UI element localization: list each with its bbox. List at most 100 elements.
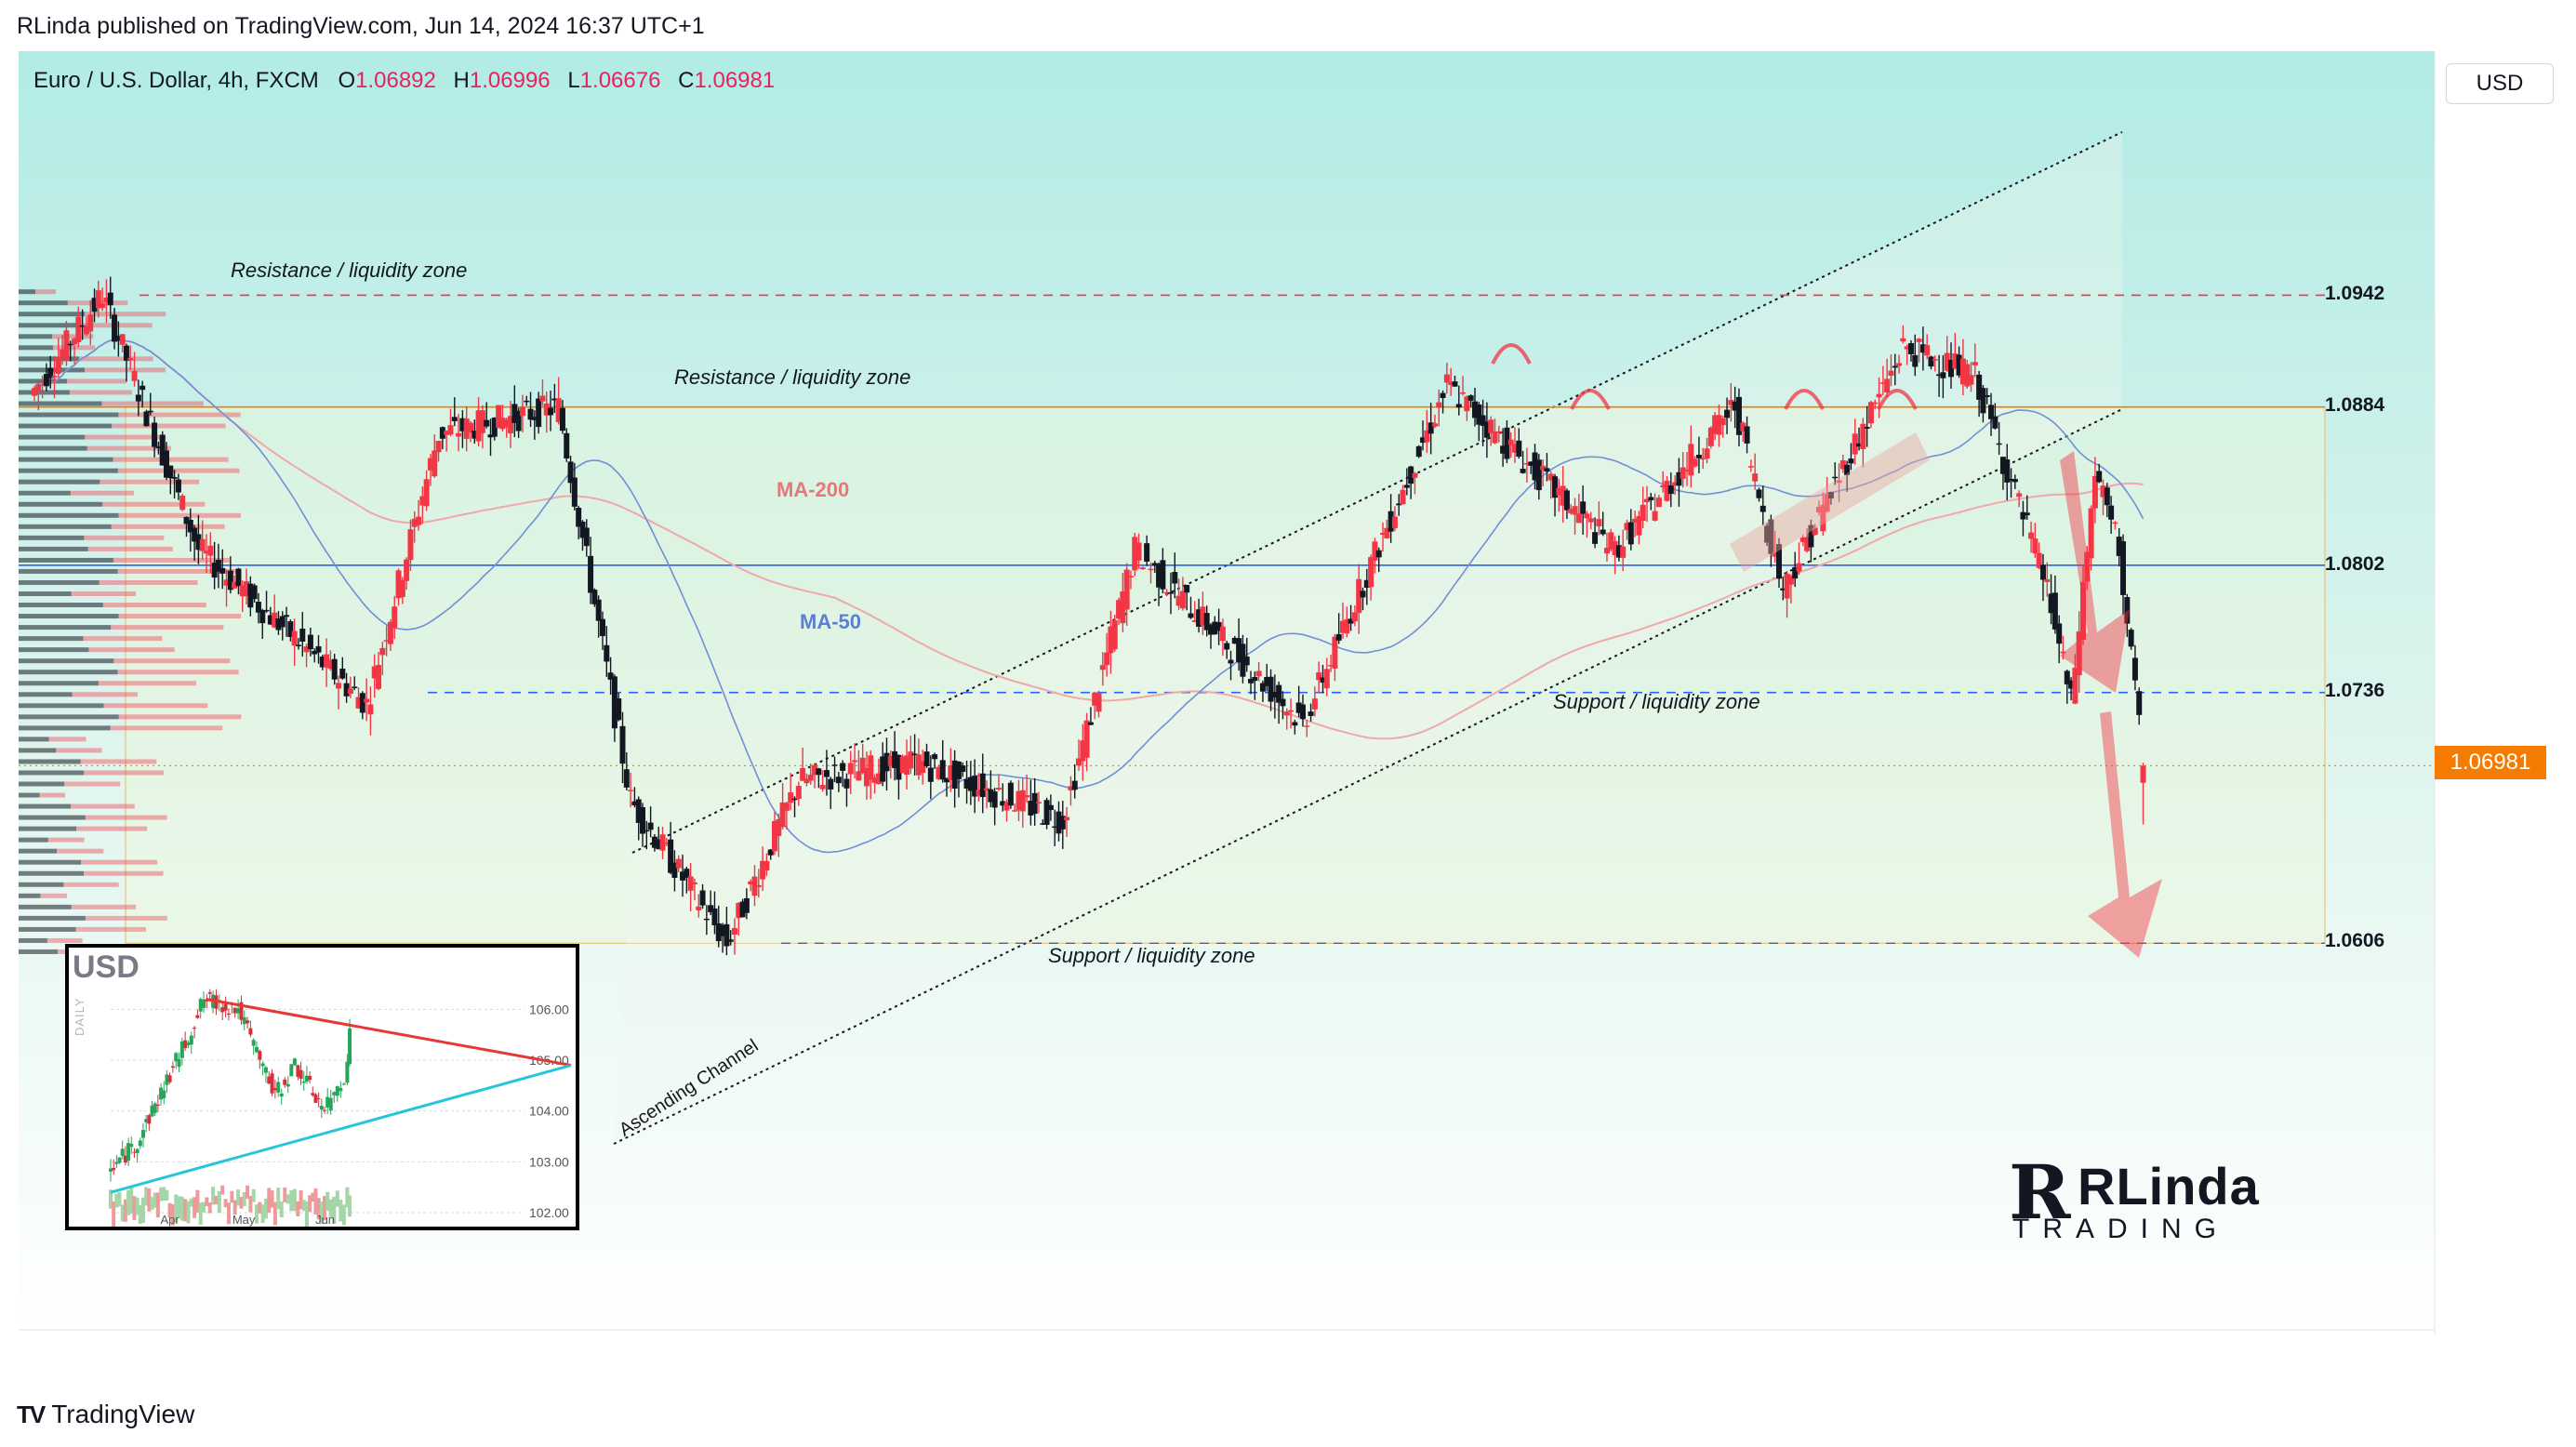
inset-volume-bar — [251, 1188, 256, 1202]
candle-body — [859, 757, 866, 774]
candle-body — [152, 422, 158, 447]
inset-volume-bar — [239, 1196, 244, 1209]
inset-bg — [69, 948, 576, 1227]
candle-body — [767, 849, 774, 856]
candle-body — [1643, 498, 1650, 503]
candle-body — [279, 616, 285, 628]
volume-profile-bar — [85, 312, 166, 317]
inset-candle-body — [258, 1051, 262, 1060]
inset-volume-bar — [220, 1185, 225, 1195]
volume-profile-bar — [19, 837, 48, 843]
candle-body — [696, 906, 702, 910]
volume-profile-bar — [46, 937, 83, 943]
volume-profile-bar — [19, 345, 53, 351]
candle-body — [680, 871, 686, 881]
level-3-label: 1.0802 — [2325, 553, 2385, 575]
candle-body — [327, 659, 334, 670]
volume-profile-bar — [19, 625, 112, 631]
candle-body — [788, 792, 794, 803]
tradingview-branding[interactable]: TV TradingView — [17, 1400, 194, 1429]
level-5-label: 1.0606 — [2325, 930, 2385, 951]
volume-profile-bar — [19, 568, 118, 574]
volume-profile-bar — [113, 457, 229, 462]
candle-body — [1787, 576, 1794, 585]
candle-body — [2004, 458, 2011, 483]
candle-body — [339, 669, 346, 679]
candle-body — [1464, 396, 1470, 412]
ohlc-legend: Euro / U.S. Dollar, 4h, FXCM O1.06892 H1… — [33, 68, 775, 94]
candle-body — [155, 446, 162, 448]
level-1-label: 1.0942 — [2325, 283, 2385, 304]
candle-body — [1480, 415, 1486, 426]
volume-profile-bar — [98, 681, 196, 686]
candle-body — [1203, 613, 1210, 631]
candle-body — [635, 799, 642, 823]
candle-body — [1792, 566, 1799, 579]
volume-profile-bar — [70, 490, 135, 496]
currency-button[interactable]: USD — [2446, 63, 2554, 104]
candle-body — [843, 778, 850, 789]
candle-body — [927, 767, 934, 782]
candle-body — [324, 654, 330, 668]
candle-body — [856, 771, 862, 781]
candle-body — [1068, 786, 1074, 790]
inset-volume-bar — [242, 1192, 246, 1206]
candle-body — [211, 563, 218, 578]
candle-body — [1608, 532, 1614, 550]
candle-body — [511, 404, 518, 423]
candle-body — [1116, 600, 1122, 619]
candle-body — [831, 764, 838, 766]
candle-body — [1351, 612, 1358, 622]
volume-profile-bar — [80, 759, 157, 764]
inset-candle-body — [263, 1067, 268, 1073]
inset-volume-bar — [214, 1195, 219, 1205]
candle-body — [1391, 516, 1398, 528]
candle-body — [79, 325, 86, 327]
inset-volume-bar — [186, 1201, 191, 1224]
candle-body — [611, 676, 617, 729]
candle-body — [1156, 564, 1162, 588]
candle-body — [915, 754, 922, 776]
candle-body — [1688, 444, 1694, 476]
volume-profile-bar — [72, 692, 139, 697]
volume-profile-bar — [19, 603, 103, 608]
inset-candle-body — [232, 1007, 237, 1014]
price-scale-background — [2435, 51, 2437, 1334]
candle-body — [2056, 623, 2063, 644]
candle-body — [1535, 459, 1542, 491]
candle-body — [1219, 626, 1226, 642]
volume-profile-bar — [39, 792, 66, 798]
candle-body — [1132, 537, 1138, 571]
inset-candle-body — [335, 1086, 339, 1096]
candle-body — [392, 606, 398, 629]
candle-body — [2012, 479, 2018, 483]
candle-body — [107, 292, 113, 306]
inset-volume-bar — [308, 1195, 312, 1213]
inset-volume-bar — [198, 1202, 203, 1226]
candle-body — [1964, 364, 1971, 387]
candle-body — [748, 881, 754, 884]
volume-profile-bar — [102, 603, 206, 608]
candle-body — [1872, 402, 1879, 405]
pattern-arc — [1784, 389, 1825, 410]
candle-body — [1884, 378, 1891, 392]
volume-profile-bar — [19, 501, 103, 507]
candle-body — [599, 618, 605, 636]
inset-volume-bar — [150, 1197, 154, 1210]
candle-body — [1563, 490, 1570, 511]
volume-profile-bar — [19, 815, 86, 820]
candle-body — [263, 609, 270, 612]
candle-body — [352, 686, 358, 688]
inset-candle-body — [345, 1061, 350, 1083]
candle-body — [1912, 354, 1919, 367]
candle-body — [628, 790, 634, 791]
inset-volume-bar — [202, 1201, 206, 1213]
candle-body — [451, 417, 458, 421]
candle-body — [1952, 353, 1959, 369]
candle-body — [1372, 541, 1378, 561]
candle-body — [1976, 374, 1983, 400]
candle-body — [1332, 636, 1338, 669]
candle-body — [1980, 388, 1986, 414]
candle-body — [1184, 584, 1190, 593]
candle-body — [63, 330, 70, 362]
